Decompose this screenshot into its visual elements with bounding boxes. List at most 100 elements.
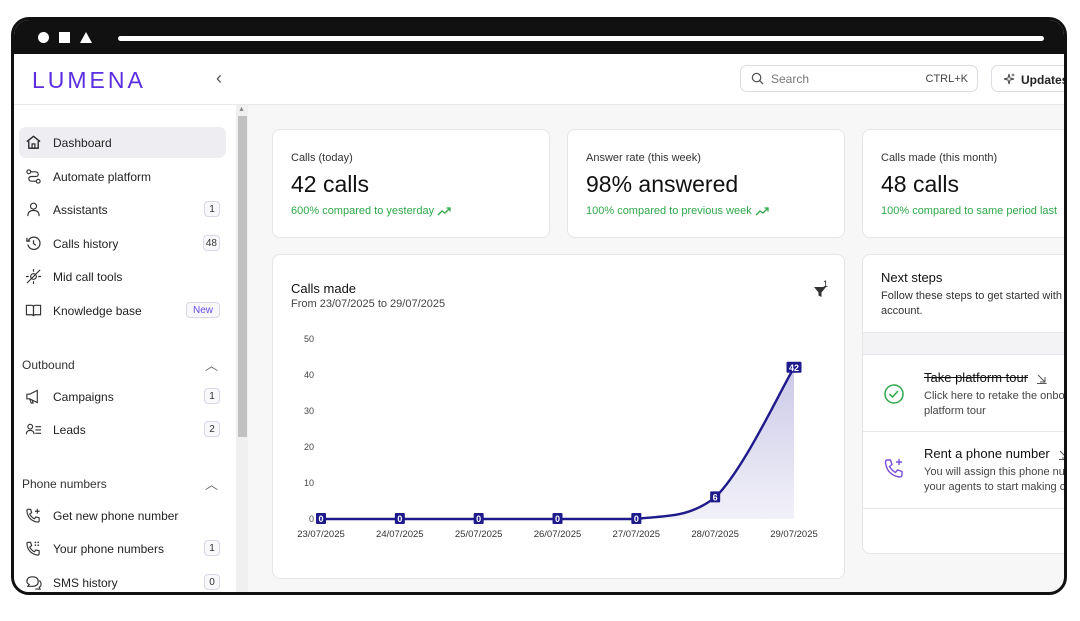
- sidebar-item-get-new-phone-number[interactable]: Get new phone number: [19, 500, 226, 531]
- sidebar-item-dashboard[interactable]: Dashboard: [19, 127, 226, 158]
- stat-card-answer-rate: Answer rate (this week) 98% answered 100…: [567, 129, 845, 238]
- sidebar-item-calls-history[interactable]: Calls history 48: [19, 228, 226, 259]
- count-badge: 2: [204, 421, 220, 437]
- count-badge: 1: [204, 201, 220, 217]
- stat-value: 42 calls: [291, 171, 369, 197]
- updates-label: Updates: [1021, 73, 1067, 87]
- sidebar-scrollbar-thumb[interactable]: [238, 116, 247, 437]
- chart-date-range: From 23/07/2025 to 29/07/2025: [291, 298, 446, 310]
- data-point-marker: [552, 513, 563, 524]
- section-phone-numbers[interactable]: Phone numbers ︿: [22, 477, 218, 492]
- phone-grid-icon: [26, 541, 40, 556]
- next-steps-progress-band: [863, 332, 1064, 355]
- trend-up-icon: [755, 206, 769, 216]
- data-point-marker: [473, 513, 484, 524]
- y-tick-label: 40: [304, 370, 314, 380]
- x-tick-label: 27/07/2025: [613, 529, 661, 540]
- x-tick-label: 28/07/2025: [691, 529, 739, 540]
- filter-icon[interactable]: [813, 285, 827, 299]
- stat-value: 48 calls: [881, 171, 959, 197]
- stat-compare: 100% compared to same period last: [881, 205, 1057, 217]
- sidebar-item-assistants[interactable]: Assistants 1: [19, 194, 226, 225]
- stat-card-calls-month: Calls made (this month) 48 calls 100% co…: [862, 129, 1064, 238]
- phone-plus-icon: [26, 508, 40, 523]
- sidebar-item-knowledge-base[interactable]: Knowledge base New: [19, 295, 226, 326]
- step-title[interactable]: Take platform tour: [924, 370, 1047, 385]
- stat-label: Calls made (this month): [881, 152, 998, 164]
- stat-label: Calls (today): [291, 152, 353, 164]
- phone-plus-icon: [884, 459, 903, 478]
- section-outbound[interactable]: Outbound ︿: [22, 358, 218, 373]
- next-steps-description: Follow these steps to get started with a…: [881, 290, 1062, 317]
- x-tick-label: 29/07/2025: [770, 529, 818, 540]
- data-point-label: 0: [318, 514, 323, 524]
- sidebar-item-your-phone-numbers[interactable]: Your phone numbers 1: [19, 533, 226, 564]
- stat-compare: 600% compared to yesterday: [291, 205, 451, 217]
- check-circle-icon: [884, 384, 904, 404]
- user-icon: [27, 202, 40, 217]
- step-title[interactable]: Rent a phone number: [924, 446, 1067, 461]
- calls-made-chart-card: Calls made From 23/07/2025 to 29/07/2025…: [272, 254, 845, 579]
- data-point-label: 42: [789, 363, 799, 373]
- sparkle-icon: [1003, 73, 1015, 85]
- y-tick-label: 20: [304, 442, 314, 452]
- section-title: Outbound: [22, 358, 75, 372]
- stat-value: 98% answered: [586, 171, 739, 197]
- y-tick-label: 30: [304, 406, 314, 416]
- external-link-icon[interactable]: [1058, 449, 1067, 461]
- chevron-up-icon[interactable]: ︿: [204, 477, 218, 492]
- external-link-icon[interactable]: [1036, 373, 1047, 385]
- data-point-label: 0: [555, 514, 560, 524]
- sidebar-item-label: Leads: [53, 423, 86, 437]
- sidebar-item-campaigns[interactable]: Campaigns 1: [19, 381, 226, 412]
- stat-compare-text: 100% compared to previous week: [586, 205, 752, 217]
- stat-compare-text: 600% compared to yesterday: [291, 205, 435, 217]
- megaphone-icon: [26, 389, 38, 404]
- step-divider: [863, 431, 1064, 432]
- leads-icon: [25, 423, 42, 435]
- calls-made-chart: 0 10 20 30 40 50 0 23/07/2025 0 24/07/2025 0 25/07/…: [297, 334, 818, 540]
- stat-compare: 100% compared to previous week: [586, 205, 769, 217]
- data-point-label: 0: [476, 514, 481, 524]
- chart-area-fill: [321, 367, 794, 519]
- updates-button[interactable]: Updates: [991, 65, 1067, 92]
- count-badge: 0: [204, 574, 220, 590]
- sidebar-item-label: SMS history: [53, 576, 118, 590]
- chevron-up-icon[interactable]: ︿: [204, 358, 218, 373]
- sms-icon: [26, 576, 42, 590]
- workflow-icon: [26, 169, 41, 184]
- data-point-marker: [631, 513, 642, 524]
- stat-card-calls-today: Calls (today) 42 calls 600% compared to …: [272, 129, 550, 238]
- sidebar-item-automate-platform[interactable]: Automate platform: [19, 161, 226, 192]
- address-bar[interactable]: [118, 36, 1044, 41]
- y-tick-label: 50: [304, 334, 314, 344]
- step-description: Click here to retake the onbo platform t…: [924, 390, 1065, 417]
- collapse-sidebar-button[interactable]: ‹: [216, 68, 222, 88]
- sidebar-item-mid-call-tools[interactable]: Mid call tools: [19, 261, 226, 292]
- next-steps-card: Next steps Follow these steps to get sta…: [862, 254, 1067, 554]
- stat-compare-text: 100% compared to same period last: [881, 205, 1058, 217]
- next-steps-title: Next steps: [881, 270, 943, 285]
- top-header: LUMENA ‹ Search CTRL+K Updates: [14, 54, 1064, 105]
- search-shortcut: CTRL+K: [925, 73, 969, 85]
- sidebar-item-leads[interactable]: Leads 2: [19, 414, 226, 445]
- x-tick-label: 24/07/2025: [376, 529, 424, 540]
- data-point-marker: [786, 361, 802, 373]
- new-badge: New: [185, 302, 220, 318]
- sidebar: Dashboard Automate platform Assistants 1…: [14, 105, 236, 592]
- scroll-up-arrow-icon[interactable]: ▲: [238, 106, 245, 113]
- trend-up-icon: [437, 206, 451, 216]
- sidebar-item-sms-history[interactable]: SMS history 0: [19, 567, 226, 592]
- x-tick-label: 25/07/2025: [455, 529, 503, 540]
- sidebar-item-label: Automate platform: [53, 170, 152, 184]
- brand-logo[interactable]: LUMENA: [32, 67, 146, 93]
- filter-count-badge: 1: [822, 279, 828, 289]
- search-input[interactable]: Search CTRL+K: [740, 65, 978, 92]
- search-icon: [751, 72, 764, 85]
- window-triangle-icon: [80, 32, 92, 43]
- section-title: Phone numbers: [22, 477, 107, 491]
- history-icon: [26, 236, 41, 251]
- y-tick-label: 10: [304, 478, 314, 488]
- data-point-label: 6: [713, 492, 718, 502]
- stat-label: Answer rate (this week): [586, 152, 701, 164]
